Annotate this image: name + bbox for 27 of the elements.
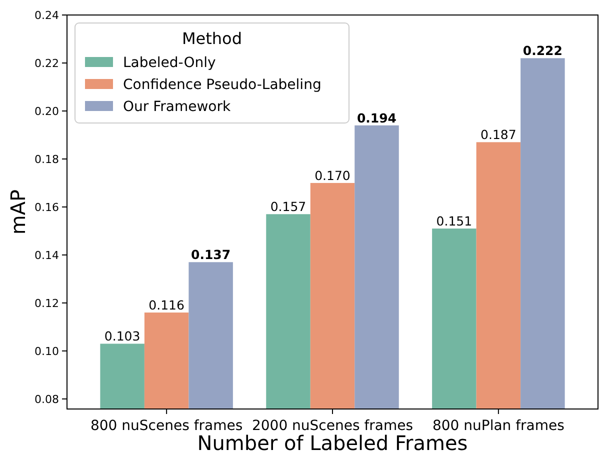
y-tick-label: 0.22: [34, 56, 59, 70]
x-axis-title: Number of Labeled Frames: [197, 431, 468, 455]
x-tick-label: 800 nuScenes frames: [90, 418, 243, 434]
y-tick-label: 0.20: [34, 104, 59, 118]
y-tick-label: 0.12: [34, 296, 59, 310]
y-tick-label: 0.14: [34, 248, 59, 262]
text: 0.103: [104, 328, 140, 344]
y-axis-title: mAP: [6, 189, 30, 235]
legend-label: Our Framework: [123, 98, 232, 115]
text: 0.151: [436, 214, 472, 229]
legend-title: Method: [182, 29, 242, 48]
text: 0.222: [522, 43, 562, 58]
text: 0.137: [191, 247, 231, 262]
legend-label: Confidence Pseudo-Labeling: [123, 76, 322, 93]
text: 0.157: [270, 199, 306, 214]
x-tick-label: 800 nuPlan frames: [432, 418, 564, 434]
x-tick-label: 2000 nuScenes frames: [252, 418, 414, 434]
text: 0.170: [314, 168, 350, 183]
y-tick-label: 0.24: [34, 8, 59, 22]
text: 0.187: [480, 127, 516, 142]
text: 0.116: [148, 298, 184, 313]
y-tick-label: 0.08: [34, 392, 59, 406]
y-tick-label: 0.16: [34, 200, 59, 214]
legend-label: Labeled-Only: [123, 54, 216, 71]
y-tick-label: 0.10: [34, 344, 59, 358]
text: 0.194: [356, 110, 397, 126]
y-tick-label: 0.18: [34, 152, 59, 166]
